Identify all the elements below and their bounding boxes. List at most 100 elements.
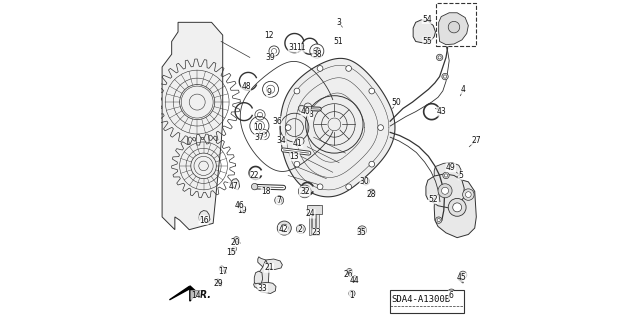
Polygon shape xyxy=(258,257,282,270)
Circle shape xyxy=(285,125,291,130)
Circle shape xyxy=(349,290,355,297)
Text: 33: 33 xyxy=(258,284,268,293)
Text: 30: 30 xyxy=(360,177,369,186)
Text: 37: 37 xyxy=(255,133,264,142)
Text: 32: 32 xyxy=(301,187,310,196)
Circle shape xyxy=(296,137,304,145)
Circle shape xyxy=(298,105,305,112)
Polygon shape xyxy=(170,286,189,300)
Text: 15: 15 xyxy=(226,248,236,256)
Polygon shape xyxy=(280,58,395,197)
Text: 43: 43 xyxy=(436,107,446,116)
Circle shape xyxy=(235,238,238,241)
Circle shape xyxy=(435,217,442,223)
Circle shape xyxy=(301,188,308,195)
Text: 38: 38 xyxy=(312,50,322,59)
Circle shape xyxy=(317,66,323,71)
Text: 39: 39 xyxy=(266,53,275,62)
Circle shape xyxy=(353,278,356,281)
Text: 18: 18 xyxy=(261,187,271,196)
Circle shape xyxy=(358,226,367,235)
Circle shape xyxy=(346,269,353,275)
Text: 5: 5 xyxy=(458,171,463,180)
Text: 35: 35 xyxy=(356,228,366,237)
Polygon shape xyxy=(190,286,197,301)
Text: 1: 1 xyxy=(349,291,354,300)
Circle shape xyxy=(229,248,234,253)
Circle shape xyxy=(317,184,323,189)
Circle shape xyxy=(193,290,198,295)
Circle shape xyxy=(299,227,303,231)
Text: 41: 41 xyxy=(293,139,303,148)
Bar xyxy=(307,205,322,214)
Circle shape xyxy=(298,185,311,198)
Circle shape xyxy=(448,198,466,216)
Text: 42: 42 xyxy=(278,225,288,234)
Text: 7: 7 xyxy=(276,197,281,205)
Text: 34: 34 xyxy=(277,136,287,145)
Text: 4: 4 xyxy=(461,85,466,94)
Text: 49: 49 xyxy=(446,163,456,172)
Text: 54: 54 xyxy=(422,15,432,24)
Polygon shape xyxy=(413,20,435,43)
Circle shape xyxy=(442,187,449,194)
Circle shape xyxy=(296,225,305,234)
Circle shape xyxy=(463,189,474,200)
FancyBboxPatch shape xyxy=(390,290,463,313)
Polygon shape xyxy=(438,13,468,45)
Circle shape xyxy=(231,250,236,254)
Circle shape xyxy=(448,21,460,33)
Circle shape xyxy=(219,266,224,271)
Text: 50: 50 xyxy=(392,98,401,107)
Circle shape xyxy=(442,73,448,80)
Circle shape xyxy=(438,184,452,198)
Polygon shape xyxy=(259,260,269,288)
Text: 21: 21 xyxy=(264,263,274,272)
Circle shape xyxy=(275,196,284,205)
Text: SDA4-A1300B: SDA4-A1300B xyxy=(392,295,451,304)
Text: 11: 11 xyxy=(296,43,306,52)
Circle shape xyxy=(277,221,291,235)
Text: 8: 8 xyxy=(308,110,313,119)
Circle shape xyxy=(447,289,455,297)
Text: 46: 46 xyxy=(235,201,244,210)
Polygon shape xyxy=(230,179,239,190)
Polygon shape xyxy=(254,271,262,284)
Text: 12: 12 xyxy=(264,31,274,40)
Text: 14: 14 xyxy=(191,291,200,300)
Circle shape xyxy=(369,88,374,94)
Circle shape xyxy=(465,192,471,197)
Text: 55: 55 xyxy=(422,37,433,46)
Circle shape xyxy=(360,228,364,233)
Text: 47: 47 xyxy=(228,182,238,191)
Text: 36: 36 xyxy=(272,117,282,126)
Circle shape xyxy=(437,219,440,222)
Text: 13: 13 xyxy=(290,152,300,161)
Text: 20: 20 xyxy=(230,238,240,247)
Circle shape xyxy=(362,177,369,185)
Text: 26: 26 xyxy=(344,270,353,279)
Bar xyxy=(316,205,319,235)
Text: 25: 25 xyxy=(300,187,309,196)
Text: 19: 19 xyxy=(237,206,246,215)
Circle shape xyxy=(294,161,300,167)
Text: 3: 3 xyxy=(336,18,341,27)
Text: 51: 51 xyxy=(333,37,343,46)
Text: 2: 2 xyxy=(298,225,303,234)
Circle shape xyxy=(369,161,374,167)
Text: 28: 28 xyxy=(366,190,376,199)
Text: 31: 31 xyxy=(288,43,298,52)
Circle shape xyxy=(452,203,461,212)
Text: 29: 29 xyxy=(213,279,223,288)
Text: 40: 40 xyxy=(301,107,310,116)
Text: 44: 44 xyxy=(349,276,359,285)
Circle shape xyxy=(346,184,351,189)
Circle shape xyxy=(233,237,239,243)
Circle shape xyxy=(280,224,288,232)
Circle shape xyxy=(216,279,220,284)
Circle shape xyxy=(252,183,258,190)
Text: 6: 6 xyxy=(449,291,453,300)
Circle shape xyxy=(436,54,443,61)
Circle shape xyxy=(277,198,282,203)
Text: 17: 17 xyxy=(218,267,227,276)
